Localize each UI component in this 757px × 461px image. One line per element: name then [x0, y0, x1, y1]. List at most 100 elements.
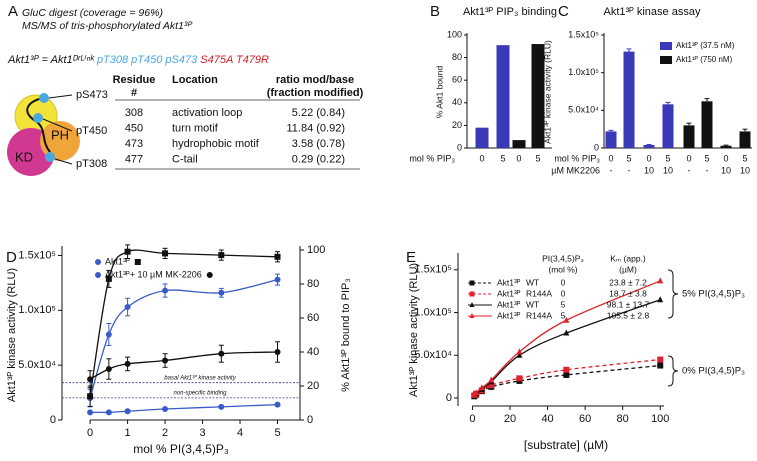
- y-tick-label: 0: [446, 392, 452, 404]
- x-tick-label: 5: [626, 153, 631, 163]
- bar: [475, 127, 489, 148]
- pointer: [54, 158, 73, 165]
- y-tick-label: 1.0x10⁵: [414, 306, 452, 318]
- table-cell: 473: [125, 138, 143, 150]
- pointer: [48, 94, 73, 99]
- x-tick-label: 10: [644, 165, 654, 175]
- data-point: [162, 250, 169, 257]
- series-line: [89, 278, 278, 399]
- table-header: Residue: [113, 74, 156, 86]
- legend-marker: [469, 313, 475, 318]
- y-tick-label: 5.0x10⁴: [18, 359, 56, 371]
- table-cell: 5.22 (0.84): [292, 107, 345, 119]
- y-tick-label: 40: [452, 97, 462, 107]
- data-point: [488, 382, 495, 389]
- table-cell: 477: [125, 153, 143, 165]
- legend-label: Akt1³ᴾ: [497, 310, 521, 320]
- reference-label: non-specific binding: [173, 390, 227, 396]
- legend-km: 98.1 ± 13.7: [607, 299, 650, 309]
- data-point: [124, 248, 131, 255]
- x-tick-label: 4: [237, 427, 243, 439]
- x-tick-label: 5: [704, 153, 709, 163]
- data-point: [105, 331, 112, 338]
- series-line: [90, 403, 278, 414]
- x-tick-label: 5: [742, 153, 747, 163]
- domain-diagram: [7, 93, 80, 176]
- data-point: [124, 408, 131, 415]
- bar: [531, 44, 545, 148]
- legend-km: 105.5 ± 2.8: [607, 310, 650, 320]
- legend-marker: [95, 259, 101, 265]
- bar: [643, 144, 655, 148]
- legend-mol-percent: 0: [561, 288, 566, 298]
- legend-km: 18.7 ± 3.8: [609, 288, 647, 298]
- x-row-label: mol % PIP₃: [554, 153, 600, 163]
- data-point: [563, 371, 570, 378]
- y-tick-label: 20: [452, 120, 462, 130]
- phospho-site: [39, 93, 49, 103]
- data-point: [657, 362, 664, 369]
- table-cell: 0.29 (0.22): [292, 153, 345, 165]
- bracket: [667, 355, 679, 387]
- legend-header: PI(3,4,5)P₃: [542, 253, 584, 263]
- construct-part: Akt1³ᴾ = Akt1ᴰʳᴸⁱⁿᵏ: [7, 54, 97, 66]
- y-axis-label: Akt1³ᴾ kinase activity (RLU): [6, 268, 18, 402]
- x-tick-label: 0: [686, 153, 691, 163]
- data-point: [162, 406, 169, 413]
- table-cell: 450: [125, 122, 143, 134]
- data-point: [218, 403, 225, 410]
- x-tick-label: -: [706, 165, 709, 175]
- y-tick-label: 0: [457, 142, 462, 152]
- data-point: [274, 253, 281, 260]
- legend-km: 23.8 ± 7.2: [609, 277, 647, 287]
- bar: [605, 131, 617, 148]
- legend-label: Akt1³ᴾ (37.5 nM): [676, 41, 735, 50]
- table-cell: 3.58 (0.78): [292, 138, 345, 150]
- y-axis-label: Akt1³ᴾ kinase activity (RLU): [542, 40, 552, 144]
- y-tick-label: 1.0x10⁵: [568, 67, 599, 77]
- data-point: [87, 376, 94, 383]
- legend-mol-percent: 0: [561, 277, 566, 287]
- data-point: [274, 401, 281, 408]
- caption-line: MS/MS of tris-phosphorylated Akt1³ᴾ: [22, 20, 192, 32]
- panel-label: C: [558, 3, 569, 20]
- y2-tick-label: 20: [307, 380, 319, 392]
- data-point: [105, 366, 112, 372]
- x-tick-label: 5: [665, 153, 670, 163]
- x-tick-label: 1: [125, 427, 131, 439]
- x-tick-label: 0: [516, 153, 521, 163]
- x-axis-label: mol % PI(3,4,5)P₃: [133, 442, 229, 456]
- y2-axis-label: % Akt1³ᴾ bound to PIP₃: [340, 278, 352, 392]
- data-point: [274, 349, 281, 355]
- data-point: [124, 360, 131, 367]
- x-tick-label: 0: [646, 153, 651, 163]
- y-tick-label: 5.0x10⁴: [568, 105, 599, 115]
- x-tick-label: 0: [87, 427, 93, 439]
- bracket-label: 5% PI(3,4,5)P₃: [682, 289, 745, 300]
- bar: [512, 140, 526, 148]
- x-tick-label: 80: [617, 413, 629, 425]
- table-header: #: [131, 87, 137, 99]
- x-tick-label: -: [610, 165, 613, 175]
- legend-marker: [469, 291, 475, 297]
- bar: [739, 131, 751, 148]
- data-point: [478, 384, 485, 391]
- data-point: [563, 316, 570, 323]
- table-cell: 308: [125, 107, 143, 119]
- data-point: [274, 276, 281, 283]
- reference-label: basal Akt1¹ᴾ kinase activity: [164, 374, 236, 381]
- x-row-label: µM MK2206: [551, 165, 600, 175]
- x-tick-label: 20: [504, 413, 516, 425]
- data-point: [105, 275, 112, 282]
- pointer: [42, 118, 73, 132]
- phospho-site: [45, 152, 55, 162]
- diagram-label: pT308: [76, 158, 107, 170]
- x-tick-label: 5: [274, 427, 280, 439]
- data-point: [87, 393, 94, 400]
- y2-tick-label: 40: [307, 346, 319, 358]
- x-tick-label: 5: [500, 153, 505, 163]
- table-cell: C-tail: [172, 153, 198, 165]
- construct: Akt1³ᴾ = Akt1ᴰʳᴸⁱⁿᵏ pT308 pT450 pS473 S4…: [7, 54, 269, 66]
- x-tick-label: 40: [541, 413, 553, 425]
